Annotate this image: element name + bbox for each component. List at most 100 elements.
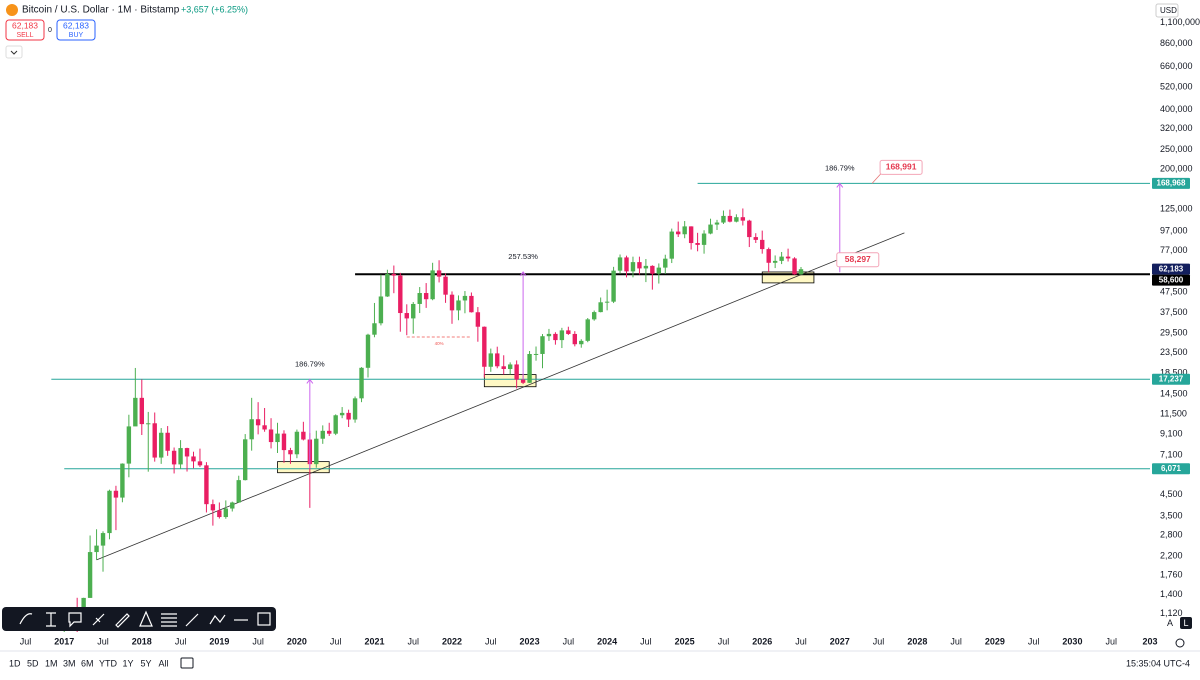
sell-price: 62,183 — [12, 20, 38, 30]
interval-button[interactable]: YTD — [99, 658, 118, 668]
interval-button[interactable]: 1M — [45, 658, 58, 668]
y-tick-label: 250,000 — [1160, 144, 1193, 154]
candle-body — [637, 262, 642, 269]
candle-body — [572, 333, 578, 345]
y-tick-label: 125,000 — [1160, 204, 1193, 214]
interval-button[interactable]: All — [159, 658, 169, 668]
rect-tool[interactable] — [257, 612, 271, 626]
y-tick-label: 4,500 — [1160, 489, 1183, 499]
price-axis: 1,100,000 860,000 660,000 520,000 400,000 320… — [1152, 17, 1200, 618]
candle-body — [591, 312, 597, 320]
candle-body — [230, 502, 235, 509]
y-tick-label: 400,000 — [1160, 104, 1193, 114]
x-tick-label: 2025 — [675, 636, 695, 646]
y-tick-label: 3,500 — [1160, 510, 1183, 520]
y-tick-label: 11,500 — [1160, 408, 1187, 418]
candle-body — [197, 461, 203, 466]
pen-tool[interactable] — [92, 613, 105, 626]
candle-body — [663, 258, 668, 268]
y-tick-label: 18,500 — [1160, 368, 1188, 378]
interval-button[interactable]: 1Y — [123, 658, 134, 668]
settings-icon[interactable] — [1175, 638, 1185, 648]
price-tag — [1152, 177, 1190, 189]
interval-bar: 1D 5D 1M 3M 6M YTD 1Y 5Y All — [9, 658, 169, 668]
interval-button[interactable]: 6M — [81, 658, 94, 668]
date-range-icon[interactable] — [180, 657, 194, 669]
text-tool[interactable] — [46, 612, 56, 627]
brush-tool[interactable] — [19, 613, 33, 625]
measure-label: 186.79% — [295, 359, 325, 368]
x-tick-label: 2021 — [364, 636, 384, 646]
candle-body — [488, 353, 493, 367]
sell-label: SELL — [16, 32, 33, 39]
x-tick-label: Jul — [950, 636, 962, 646]
price-tag — [1152, 263, 1190, 275]
interval-button[interactable]: 5D — [27, 658, 39, 668]
candle-body — [779, 256, 784, 261]
candle-body — [158, 432, 164, 458]
scale-button[interactable]: A — [1167, 618, 1173, 628]
x-tick-label: 2023 — [520, 636, 540, 646]
candle-body — [391, 273, 397, 276]
candle-body — [288, 450, 293, 455]
chevron-icon — [10, 50, 18, 55]
candle-body — [359, 367, 364, 399]
candle-body — [139, 397, 144, 425]
polyline-tool[interactable] — [209, 614, 226, 625]
y-tick-label: 1,100,000 — [1160, 17, 1200, 27]
fib-tool[interactable] — [161, 613, 177, 627]
scale-button-bg — [1180, 617, 1192, 629]
path-tool[interactable] — [139, 610, 153, 627]
candle-body — [766, 249, 771, 263]
y-tick-label: 37,500 — [1160, 307, 1188, 317]
y-tick-label: 47,500 — [1160, 287, 1188, 297]
candle-body — [714, 222, 720, 225]
interval-button[interactable]: 3M — [63, 658, 76, 668]
x-tick-label: 2017 — [54, 636, 74, 646]
candle-body — [120, 463, 125, 498]
currency: USD — [1160, 6, 1177, 15]
x-tick-label: 2019 — [209, 636, 229, 646]
candle-body — [650, 265, 655, 274]
candle-body — [721, 215, 726, 223]
buy-button[interactable] — [56, 19, 96, 41]
candle-body — [792, 258, 797, 275]
measure-arrowhead — [836, 182, 844, 188]
x-tick-label: 2028 — [907, 636, 927, 646]
y-tick-label: 29,500 — [1160, 328, 1188, 338]
candle-body — [747, 220, 752, 238]
candle-body — [126, 426, 132, 464]
symbol-title: Bitcoin / U.S. Dollar · 1M · Bitstamp — [22, 5, 180, 16]
measure-arrowhead — [519, 271, 527, 277]
candle-body — [294, 431, 300, 455]
highlighter-tool[interactable] — [115, 613, 130, 628]
scale-button[interactable]: L — [1183, 618, 1188, 628]
candle-body — [546, 333, 552, 337]
candle-body — [436, 270, 442, 277]
currency-button[interactable] — [1155, 3, 1179, 18]
interval-button[interactable]: 1D — [9, 658, 21, 668]
candle-body — [262, 425, 267, 430]
candle-body — [327, 430, 332, 434]
interval-button[interactable]: 5Y — [141, 658, 152, 668]
trendline-tool[interactable] — [185, 613, 199, 627]
candle-body — [178, 448, 183, 465]
y-tick-label: 9,100 — [1160, 428, 1183, 438]
candle-body — [146, 423, 151, 425]
y-tick-label: 520,000 — [1160, 81, 1193, 91]
price-tag-label: 62,183 — [1159, 264, 1184, 273]
candle-body — [798, 269, 804, 275]
plot-area: 40% 186.79% 257.53% 186.79% 168,991 58,297 — [51, 159, 1150, 632]
candle-body — [152, 423, 157, 458]
range-box — [761, 271, 815, 284]
note-tool[interactable] — [68, 612, 82, 628]
sell-button[interactable] — [5, 19, 45, 41]
x-tick-label: Jul — [330, 636, 342, 646]
candle-body — [314, 438, 319, 465]
clock: 15:35:04 UTC-4 — [1126, 658, 1190, 668]
collapse-button[interactable] — [5, 45, 23, 59]
candle-body — [339, 412, 345, 416]
x-tick-label: Jul — [563, 636, 575, 646]
